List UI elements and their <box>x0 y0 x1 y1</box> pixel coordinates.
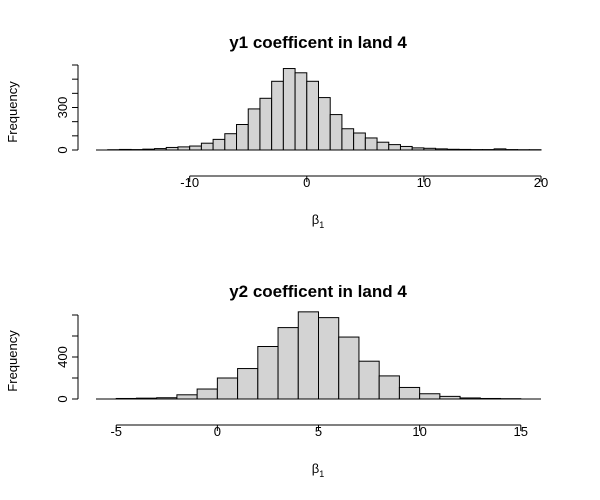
histogram-bar <box>294 72 308 151</box>
histogram-bar <box>135 397 158 400</box>
histogram-bar <box>318 317 340 400</box>
histogram-panel-y1: y1 coefficent in land 4 -10 0 10 20 β1 0 300 Fre… <box>5 33 548 230</box>
histogram-svg: y2 coefficent in land 4 -5 0 5 10 15 β1 0 400 Fre… <box>5 282 541 479</box>
y-tick-label: 0 <box>55 395 70 402</box>
histogram-panel-y2: y2 coefficent in land 4 -5 0 5 10 15 β1 0 400 Fre… <box>0 250 600 500</box>
histogram-bar <box>216 377 239 400</box>
histogram-bar <box>257 346 279 400</box>
x-tick-label: 15 <box>514 424 528 439</box>
histogram-bar <box>306 80 319 151</box>
histogram-bar <box>364 137 378 151</box>
histogram-bar <box>259 97 273 151</box>
y-tick-label: 0 <box>55 146 70 153</box>
x-tick-label: 10 <box>417 175 431 190</box>
histogram-bar <box>458 148 472 151</box>
histogram-bar <box>247 108 261 151</box>
x-tick-label: 0 <box>214 424 221 439</box>
histogram-bar <box>398 386 421 400</box>
y-tick-label: 400 <box>55 346 70 368</box>
histogram-bar <box>435 148 448 151</box>
histogram-bar <box>459 397 481 400</box>
y-tick-label: 300 <box>55 97 70 119</box>
x-tick-label: 10 <box>412 424 426 439</box>
histogram-bar <box>329 114 343 151</box>
histogram-bar <box>419 393 441 400</box>
histogram-bar <box>176 394 198 400</box>
histogram-bar <box>423 147 437 151</box>
y-axis-label: Frequency <box>5 330 20 392</box>
x-tick-label: 0 <box>303 175 310 190</box>
x-tick-label: 20 <box>534 175 548 190</box>
chart-title: y1 coefficent in land 4 <box>229 33 407 52</box>
histogram-bar <box>378 375 400 400</box>
x-tick-label: -10 <box>180 175 199 190</box>
histogram-bar <box>318 97 331 151</box>
histogram-bar <box>196 388 218 400</box>
histogram-bar <box>142 148 156 151</box>
histogram-bar <box>341 128 355 151</box>
histogram-bar <box>115 397 137 400</box>
histogram-bar <box>277 327 299 400</box>
histogram-bar <box>156 397 178 400</box>
x-tick-label: 5 <box>315 424 322 439</box>
x-axis-label: β1 <box>312 461 325 479</box>
histogram-bar <box>353 132 366 151</box>
histogram-bar <box>446 148 460 151</box>
histogram-bar <box>154 148 167 151</box>
chart-title: y2 coefficent in land 4 <box>229 282 407 301</box>
histogram-bar <box>479 397 502 400</box>
histogram-bar <box>236 124 249 151</box>
histogram-bar <box>388 144 401 151</box>
histogram-bar <box>376 141 390 151</box>
histogram-bar <box>399 145 413 151</box>
x-tick-label: -5 <box>110 424 122 439</box>
histogram-bar <box>282 68 296 151</box>
histogram-bar <box>358 360 380 400</box>
histogram-bar <box>177 146 191 151</box>
histogram-svg: y1 coefficent in land 4 -10 0 10 20 β1 0 300 Fre… <box>5 33 548 230</box>
histogram-bar <box>338 336 360 400</box>
y-axis-label: Frequency <box>5 81 20 143</box>
histogram-bar <box>224 133 238 151</box>
histogram-bar <box>493 148 507 151</box>
histogram-bar <box>237 368 259 400</box>
histogram-bar <box>165 146 179 151</box>
histogram-bar <box>271 80 284 151</box>
x-axis-label: β1 <box>312 212 325 230</box>
histogram-bar <box>118 148 132 151</box>
histogram-bar <box>411 147 425 151</box>
histogram-bar <box>200 142 214 151</box>
histogram-bar <box>297 311 320 400</box>
histogram-bar <box>212 138 226 151</box>
histogram-bar <box>189 145 202 151</box>
histogram-bar <box>439 395 461 400</box>
